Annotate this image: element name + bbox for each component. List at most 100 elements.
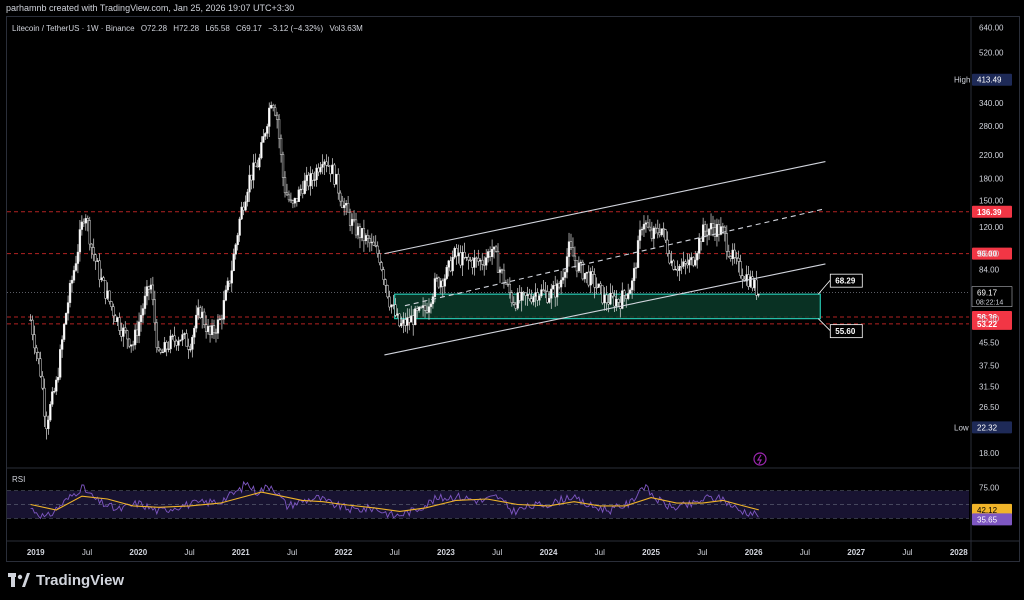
- candle-body: [516, 292, 519, 309]
- candle-body: [191, 336, 194, 350]
- price-tick-label: 55.60: [979, 315, 1000, 324]
- candle-body: [733, 249, 736, 258]
- candle-body: [358, 226, 362, 239]
- candle-body: [439, 280, 442, 288]
- time-tick-label: Jul: [902, 548, 912, 557]
- time-axis[interactable]: 2019 Jul 2020 Jul 2021 Jul 2022 Jul 2023 Jul 2024 J…: [27, 548, 968, 557]
- candle-body: [479, 259, 482, 262]
- candle-body: [749, 276, 752, 287]
- candle-body: [398, 313, 401, 327]
- candle-body: [703, 224, 707, 232]
- candle-body: [441, 280, 444, 287]
- candle-body: [350, 219, 354, 226]
- candle-body: [402, 319, 405, 324]
- candle-body: [694, 259, 697, 266]
- candle-body: [394, 304, 397, 316]
- support-zone: 68.29 55.60: [394, 273, 863, 339]
- candle-body: [274, 107, 277, 116]
- candle-body: [425, 310, 429, 313]
- candle-body: [573, 255, 577, 261]
- candle-body: [636, 240, 640, 268]
- candle-body: [114, 315, 117, 322]
- candle-body: [755, 279, 758, 296]
- candle-body: [199, 307, 202, 318]
- low-tag-label: Low: [954, 423, 969, 432]
- tradingview-logo[interactable]: TradingView: [8, 570, 124, 590]
- candle-body: [220, 318, 224, 320]
- price-tick-label: 120.00: [979, 223, 1004, 232]
- candle-body: [674, 268, 677, 271]
- candle-body: [118, 317, 121, 331]
- candle-body: [339, 192, 342, 202]
- candle-body: [133, 329, 137, 346]
- candle-body: [175, 340, 178, 346]
- candle-body: [106, 290, 109, 299]
- candle-body: [62, 324, 66, 340]
- candle-body: [232, 254, 235, 271]
- rsi-ma-line: [30, 491, 759, 512]
- candle-body: [621, 290, 624, 309]
- candle-body: [559, 279, 563, 288]
- candle-body: [467, 256, 470, 261]
- candle-body: [587, 271, 590, 286]
- candle-body: [646, 222, 650, 228]
- candle-body: [68, 283, 72, 303]
- candle-body: [565, 256, 569, 273]
- zone-callout-leader: [818, 318, 831, 331]
- candle-body: [416, 308, 419, 311]
- candle-body: [396, 313, 399, 316]
- candle-body: [244, 201, 247, 211]
- candle-body: [250, 174, 253, 181]
- time-tick-label: Jul: [82, 548, 92, 557]
- candle-body: [475, 257, 478, 259]
- price-tick-label: 150.00: [979, 196, 1004, 205]
- candle-body: [345, 203, 348, 206]
- time-tick-label: Jul: [697, 548, 707, 557]
- candle-body: [82, 221, 85, 224]
- candle-body: [471, 259, 474, 268]
- candle-body: [725, 233, 728, 252]
- candle-body: [277, 119, 281, 139]
- candle-body: [561, 277, 565, 281]
- level-tag-label: 136.39: [977, 208, 1002, 217]
- price-tick-label: 640.00: [979, 24, 1004, 33]
- candle-body: [414, 308, 417, 326]
- candle-body: [427, 306, 431, 313]
- candle-body: [707, 228, 711, 236]
- price-tick-label: 37.50: [979, 362, 1000, 371]
- price-tick-label: 96.00: [979, 250, 1000, 259]
- candle-body: [177, 340, 180, 346]
- chart-frame[interactable]: 136.39 96.00 56.36 53.22 69.17 08:22:14 68.29…: [6, 16, 1020, 562]
- candle-body: [31, 319, 34, 335]
- candle-body: [534, 292, 537, 297]
- candle-body: [465, 256, 468, 259]
- price-tick-label: 520.00: [979, 48, 1004, 57]
- time-tick-label: 2020: [129, 548, 147, 557]
- candle-body: [240, 206, 243, 220]
- time-tick-label: 2026: [745, 548, 763, 557]
- candle-body: [283, 177, 287, 194]
- candle-body: [690, 257, 693, 261]
- lightning-icon[interactable]: [753, 452, 767, 466]
- price-tick-label: 31.50: [979, 382, 1000, 391]
- candle-body: [311, 173, 314, 181]
- candle-body: [536, 292, 539, 301]
- candle-body: [382, 269, 385, 280]
- grid: [7, 17, 1019, 561]
- candle-body: [102, 277, 105, 281]
- price-axis[interactable]: 640.00520.00420.00340.00280.00220.00180.…: [954, 24, 1012, 458]
- candle-body: [297, 189, 300, 202]
- candle-body: [571, 247, 575, 257]
- candle-body: [548, 298, 551, 303]
- rsi-tag-label: 35.65: [977, 515, 998, 524]
- candle-body: [591, 271, 594, 275]
- candle-body: [701, 224, 705, 243]
- candle-body: [406, 317, 409, 326]
- candle-body: [715, 224, 719, 237]
- candle-body: [216, 319, 220, 334]
- candle-body: [155, 322, 158, 348]
- candle-body: [579, 261, 583, 264]
- candle-body: [315, 167, 318, 181]
